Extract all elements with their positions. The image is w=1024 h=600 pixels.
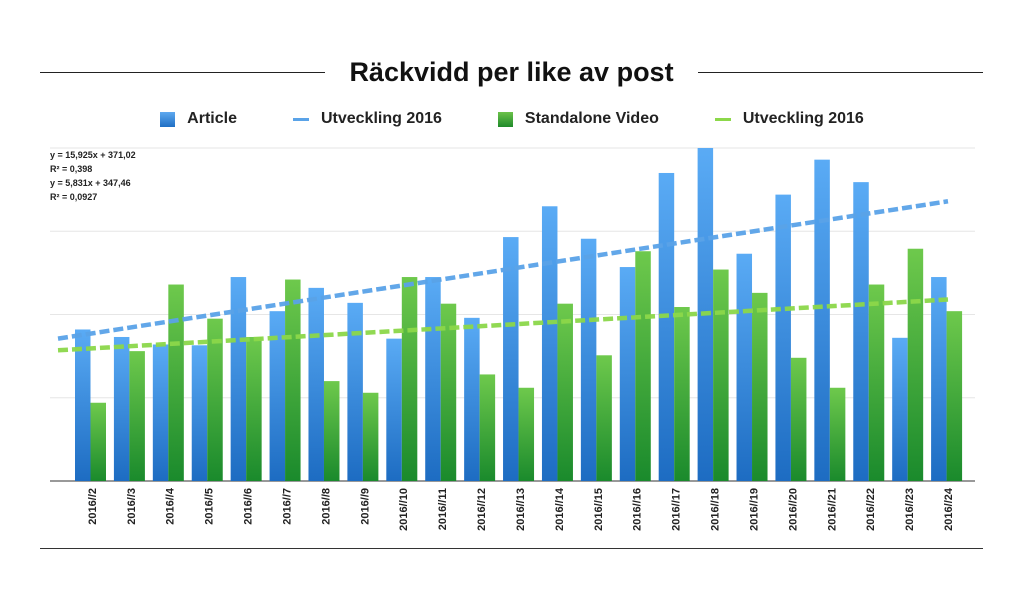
x-tick-label: 2016//10 bbox=[398, 488, 410, 531]
bar-article bbox=[347, 302, 363, 481]
bar-article bbox=[541, 206, 558, 481]
bar-standalone-video bbox=[868, 284, 885, 481]
bar-standalone-video bbox=[246, 336, 262, 481]
x-tick-label: 2016//18 bbox=[710, 488, 722, 531]
x-tick-label: 2016//7 bbox=[281, 488, 293, 525]
bar-standalone-video bbox=[674, 307, 690, 481]
x-tick-label: 2016//14 bbox=[554, 487, 566, 531]
trend-stats: y = 15,925x + 371,02 R² = 0,398 y = 5,83… bbox=[50, 148, 136, 204]
legend-swatch-trend-article bbox=[292, 117, 309, 121]
bar-article bbox=[658, 172, 675, 481]
bar-standalone-video bbox=[168, 284, 184, 481]
x-tick-label: 2016//15 bbox=[593, 488, 605, 531]
x-tick-label: 2016//9 bbox=[359, 488, 371, 525]
bar-standalone-video bbox=[790, 357, 807, 481]
bar-article bbox=[75, 329, 91, 481]
bar-standalone-video bbox=[323, 381, 340, 481]
trend-r2-video: R² = 0,0927 bbox=[50, 192, 98, 202]
bar-standalone-video bbox=[129, 351, 145, 481]
x-tick-label: 2016//8 bbox=[320, 488, 332, 525]
x-tick-label: 2016//5 bbox=[204, 488, 216, 525]
bar-standalone-video bbox=[596, 355, 612, 481]
trendline-standalone-video bbox=[57, 297, 949, 353]
legend-label: Utveckling 2016 bbox=[742, 110, 864, 127]
x-tick-label: 2016//17 bbox=[671, 488, 683, 531]
legend-label: Article bbox=[187, 110, 237, 127]
bar-standalone-video bbox=[401, 277, 418, 481]
trend-r2-article: R² = 0,398 bbox=[50, 164, 93, 174]
bar-article bbox=[464, 317, 480, 481]
bar-article bbox=[503, 237, 519, 481]
x-tick-label: 2016//21 bbox=[826, 488, 838, 531]
x-tick-label: 2016//13 bbox=[515, 488, 527, 531]
bar-article bbox=[736, 253, 753, 481]
x-tick-label: 2016//19 bbox=[748, 488, 760, 531]
bar-article bbox=[814, 159, 830, 481]
x-tick-label: 2016//6 bbox=[243, 488, 255, 525]
legend-item-article: Article bbox=[160, 110, 237, 128]
bar-standalone-video bbox=[829, 387, 846, 481]
bar-standalone-video bbox=[479, 374, 496, 481]
bar-standalone-video bbox=[440, 303, 457, 481]
legend-label: Utveckling 2016 bbox=[320, 110, 442, 127]
legend-swatch-video bbox=[497, 111, 513, 127]
title-rule-left bbox=[40, 71, 326, 73]
bar-article bbox=[775, 194, 791, 481]
bar-standalone-video bbox=[713, 269, 729, 481]
bar-standalone-video bbox=[518, 387, 535, 481]
legend-label: Standalone Video bbox=[524, 110, 659, 127]
x-tick-label: 2016//3 bbox=[126, 488, 138, 525]
bar-article bbox=[152, 344, 169, 481]
x-tick-label: 2016//22 bbox=[865, 488, 877, 531]
trendline-article bbox=[57, 199, 949, 341]
x-tick-label: 2016//11 bbox=[437, 488, 449, 530]
bar-standalone-video bbox=[557, 303, 573, 481]
bar-article bbox=[308, 287, 324, 481]
bar-article bbox=[619, 267, 636, 481]
trend-equation-article: y = 15,925x + 371,02 bbox=[50, 150, 136, 160]
x-tick-label: 2016//4 bbox=[165, 487, 177, 525]
bar-article bbox=[580, 238, 597, 481]
bar-standalone-video bbox=[90, 402, 106, 481]
chart-title: Räckvidd per like av post bbox=[349, 56, 674, 87]
x-tick-label: 2016//23 bbox=[904, 488, 916, 531]
bar-standalone-video bbox=[362, 392, 379, 481]
bar-article bbox=[425, 277, 441, 481]
bar-standalone-video bbox=[752, 292, 768, 481]
bar-article bbox=[386, 338, 402, 481]
x-tick-label: 2016//16 bbox=[632, 488, 644, 531]
bar-standalone-video bbox=[635, 251, 651, 481]
trend-equation-video: y = 5,831x + 347,46 bbox=[50, 178, 131, 188]
bar-standalone-video bbox=[946, 311, 963, 481]
legend-swatch-trend-video bbox=[714, 117, 731, 121]
bar-article bbox=[853, 182, 869, 481]
legend-swatch-article bbox=[160, 111, 176, 127]
bar-standalone-video bbox=[907, 248, 924, 481]
legend-item-video: Standalone Video bbox=[497, 110, 659, 128]
legend-item-trend-video: Utveckling 2016 bbox=[714, 110, 864, 128]
legend-item-trend-article: Utveckling 2016 bbox=[292, 110, 442, 128]
bar-article bbox=[191, 345, 208, 481]
bar-standalone-video bbox=[207, 318, 223, 481]
title-rule-right bbox=[697, 71, 984, 73]
x-tick-label: 2016//2 bbox=[87, 488, 99, 525]
bar-article bbox=[113, 336, 130, 481]
x-tick-label: 2016//24 bbox=[943, 487, 955, 531]
title-row: Räckvidd per like av post bbox=[40, 50, 984, 94]
x-tick-label: 2016//20 bbox=[787, 488, 799, 531]
x-tick-label: 2016//12 bbox=[476, 488, 488, 531]
legend: Article Utveckling 2016 Standalone Video… bbox=[0, 106, 1024, 132]
bar-article bbox=[892, 337, 908, 481]
bottom-rule bbox=[40, 548, 983, 549]
bar-article bbox=[269, 311, 286, 481]
bar-article bbox=[230, 277, 247, 481]
bar-standalone-video bbox=[285, 279, 301, 481]
bar-article bbox=[931, 277, 947, 481]
